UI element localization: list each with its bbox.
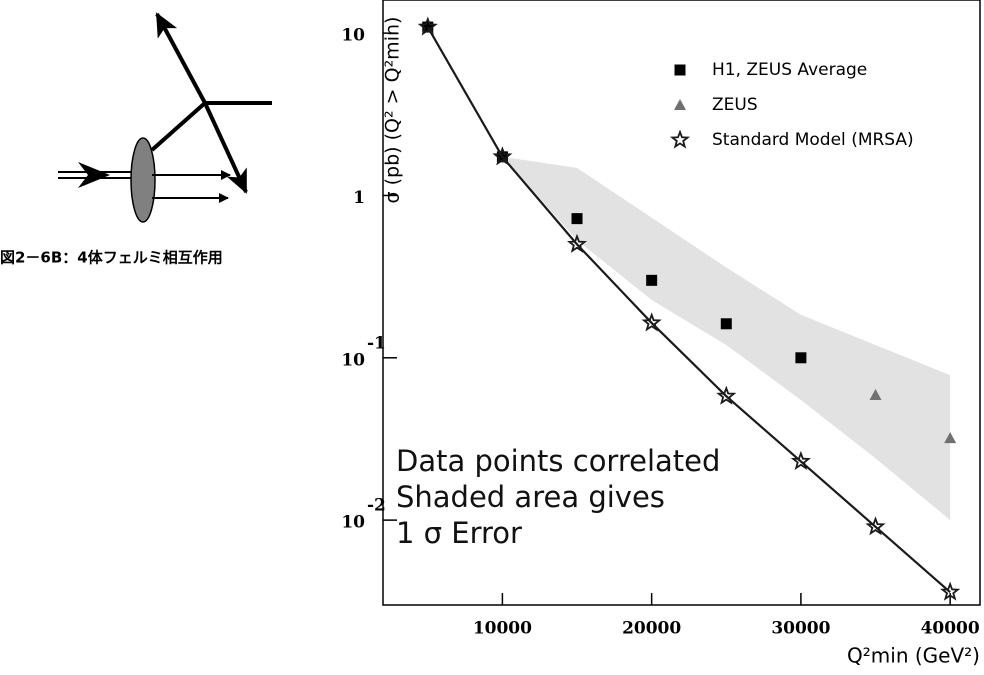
page: 図2－6B：4体フェルミ相互作用 10000 20000 30000 40000 10 1… [0, 0, 984, 675]
square-marker [572, 213, 583, 224]
y-tick-label: 1 [353, 188, 365, 208]
y-tick-label: 10 [341, 26, 365, 46]
diagram-caption: 図2－6B：4体フェルミ相互作用 [0, 249, 223, 267]
x-tick-label: 40000 [921, 619, 980, 639]
annotation: Shaded area gives [396, 480, 665, 514]
square-marker [795, 352, 806, 363]
x-tick-label: 20000 [622, 619, 681, 639]
y-tick-exponent: -2 [367, 496, 386, 516]
y-tick-label: 10 [341, 513, 365, 533]
legend-label: ZEUS [712, 95, 758, 115]
annotation: 1 σ Error [396, 516, 522, 550]
square-marker [721, 318, 732, 329]
y-axis-label: σ (pb) (Q² > Q²min) [382, 17, 404, 204]
y-tick-exponent: -1 [367, 333, 386, 353]
annotation: Data points correlated [396, 444, 720, 478]
triangle-marker [674, 99, 686, 110]
y-tick-label: 10 [341, 350, 365, 370]
x-tick-label: 30000 [771, 619, 830, 639]
x-axis-label: Q²min (GeV²) [847, 644, 980, 668]
square-marker [646, 275, 657, 286]
legend-label: H1, ZEUS Average [712, 60, 867, 80]
star-marker [672, 132, 687, 147]
fermi-diagram [58, 14, 272, 222]
x-tick-label: 10000 [473, 619, 532, 639]
square-marker [675, 65, 686, 76]
figure: 図2－6B：4体フェルミ相互作用 10000 20000 30000 40000 10 1… [0, 0, 984, 675]
legend-label: Standard Model (MRSA) [712, 130, 914, 150]
